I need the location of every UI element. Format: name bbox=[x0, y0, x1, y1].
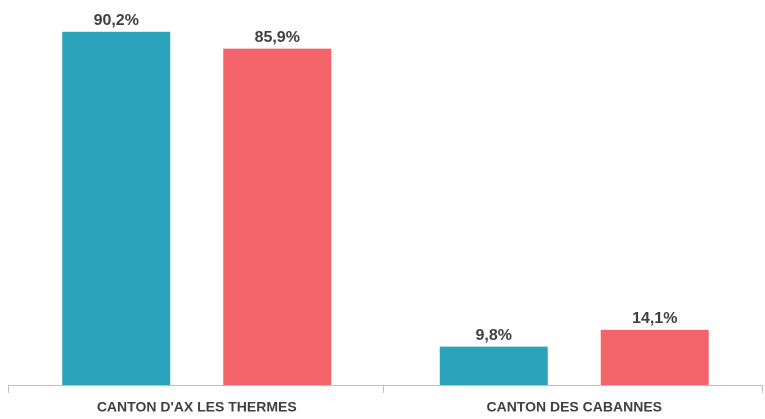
bar bbox=[223, 48, 332, 385]
bar bbox=[600, 329, 709, 385]
value-label: 90,2% bbox=[94, 12, 139, 29]
bar bbox=[62, 31, 171, 386]
value-label: 85,9% bbox=[255, 29, 300, 46]
x-tick-label: CANTON D'AX LES THERMES bbox=[97, 399, 297, 415]
bar bbox=[439, 346, 548, 385]
value-label: 14,1% bbox=[632, 310, 677, 327]
value-label: 9,8% bbox=[476, 327, 512, 344]
x-tick-label: CANTON DES CABANNES bbox=[486, 399, 662, 415]
